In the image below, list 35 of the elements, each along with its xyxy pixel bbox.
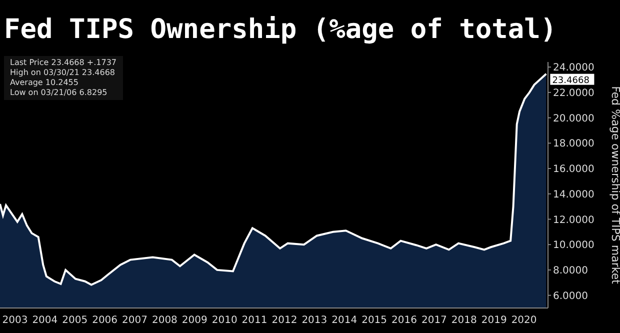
x-tick-label: 2019 [481, 315, 507, 326]
x-tick-label: 2013 [302, 315, 328, 326]
x-tick-label: 2004 [32, 315, 58, 326]
x-tick-label: 2007 [122, 315, 148, 326]
x-tick-label: 2008 [152, 315, 178, 326]
x-tick-label: 2005 [62, 315, 88, 326]
y-tick-label: 14.0000 [553, 189, 594, 200]
x-tick-label: 2014 [332, 315, 358, 326]
x-tick-label: 2012 [272, 315, 298, 326]
x-tick-label: 2017 [421, 315, 447, 326]
y-tick-label: 20.0000 [553, 113, 594, 124]
chart-title: Fed TIPS Ownership (%age of total) [4, 14, 557, 45]
y-tick-label: 10.0000 [553, 240, 594, 252]
y-tick-label: 12.0000 [553, 214, 594, 226]
x-tick-label: 2016 [392, 315, 417, 326]
annotation: Average 10.2455 [10, 78, 80, 88]
annotation: Last Price 23.4668 +.1737 [10, 58, 116, 68]
annotation: Low on 03/21/06 6.8295 [10, 88, 108, 98]
y-tick-label: 24.0000 [553, 62, 594, 74]
x-tick-label: 2015 [362, 315, 388, 326]
x-tick-label: 2010 [212, 315, 238, 326]
y-tick-label: 18.0000 [553, 138, 594, 150]
x-tick-label: 2020 [511, 315, 537, 326]
x-tick-label: 2009 [182, 315, 208, 326]
annotation: High on 03/30/21 23.4668 [10, 68, 116, 78]
x-tick-label: 2011 [242, 315, 268, 326]
y-tick-label: 16.0000 [553, 164, 594, 176]
y-axis-title: Fed %age ownership of TIPS market [609, 86, 620, 285]
x-tick-label: 2003 [2, 315, 28, 326]
y-tick-label: 22.0000 [553, 88, 594, 99]
x-tick-label: 2006 [92, 315, 118, 326]
y-tick-label: 6.0000 [553, 290, 588, 302]
x-tick-label: 2018 [451, 315, 477, 326]
y-tick-label: 8.0000 [553, 266, 588, 277]
annotation: 23.4668 [552, 76, 590, 86]
